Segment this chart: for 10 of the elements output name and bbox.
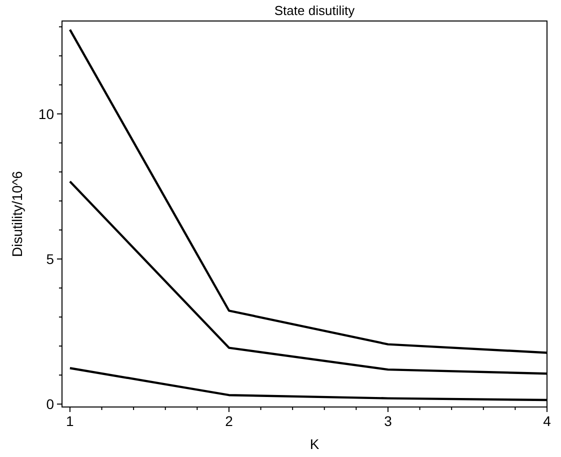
chart-title: State disutility — [274, 3, 356, 18]
y-tick-label: 0 — [46, 396, 54, 412]
x-axis-title: K — [310, 436, 320, 452]
y-tick-label: 5 — [46, 250, 54, 267]
x-tick-label: 3 — [384, 413, 392, 429]
x-tick-label: 4 — [543, 413, 552, 429]
y-axis-title: Disutility/10^6 — [9, 170, 25, 257]
x-tick-label: 2 — [225, 413, 234, 429]
y-tick-label: 10 — [38, 106, 54, 122]
x-tick-label: 1 — [66, 413, 74, 429]
